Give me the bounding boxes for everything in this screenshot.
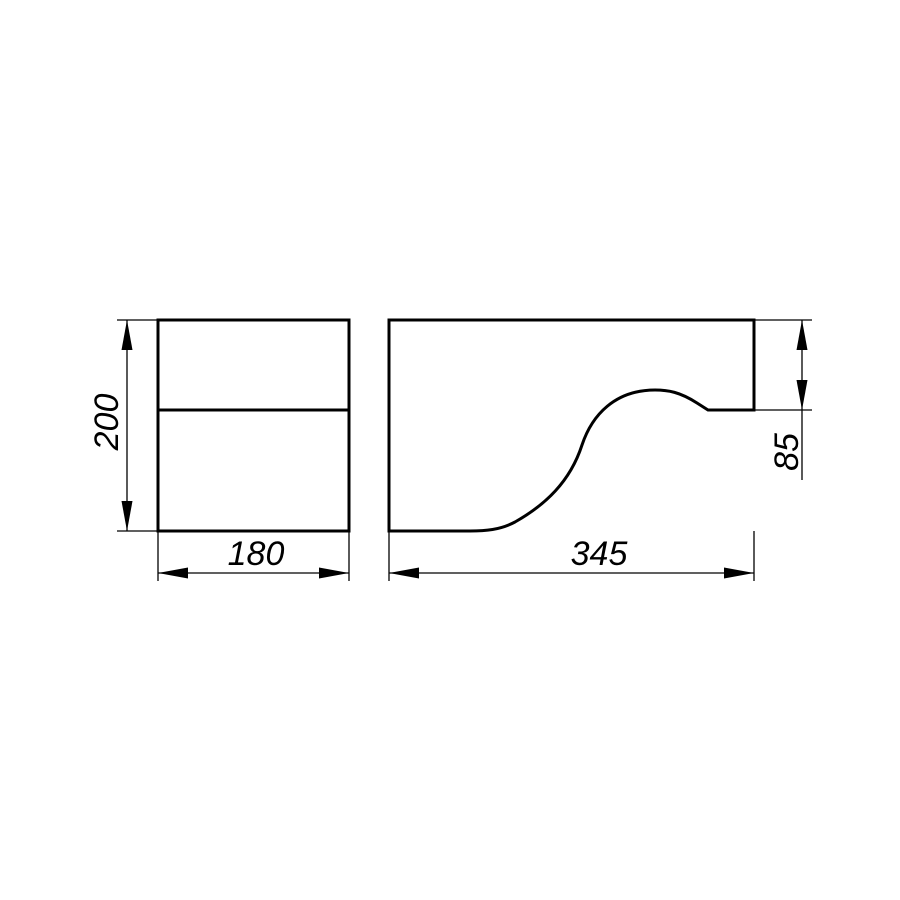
- arrowhead-up: [796, 320, 808, 350]
- arrowhead-right: [724, 567, 754, 579]
- arrowhead-left: [158, 567, 188, 579]
- side-view: [387, 318, 756, 533]
- arrowhead-down: [796, 380, 808, 410]
- front-view-outline: [156, 318, 351, 533]
- front-height-label: 200: [88, 394, 126, 452]
- arrowhead-left: [389, 567, 419, 579]
- dimension-side-step: 85: [754, 319, 812, 480]
- side-step-label: 85: [768, 433, 806, 471]
- dimension-front-width: 180: [157, 531, 350, 581]
- arrowhead-right: [319, 567, 349, 579]
- side-length-label: 345: [571, 535, 628, 573]
- front-width-label: 180: [228, 535, 285, 573]
- side-view-outline: [387, 318, 756, 533]
- dimension-side-length: 345: [388, 531, 755, 581]
- front-view: [156, 318, 351, 533]
- dimension-front-height: 200: [88, 319, 158, 532]
- arrowhead-up: [121, 320, 133, 350]
- arrowhead-down: [121, 501, 133, 531]
